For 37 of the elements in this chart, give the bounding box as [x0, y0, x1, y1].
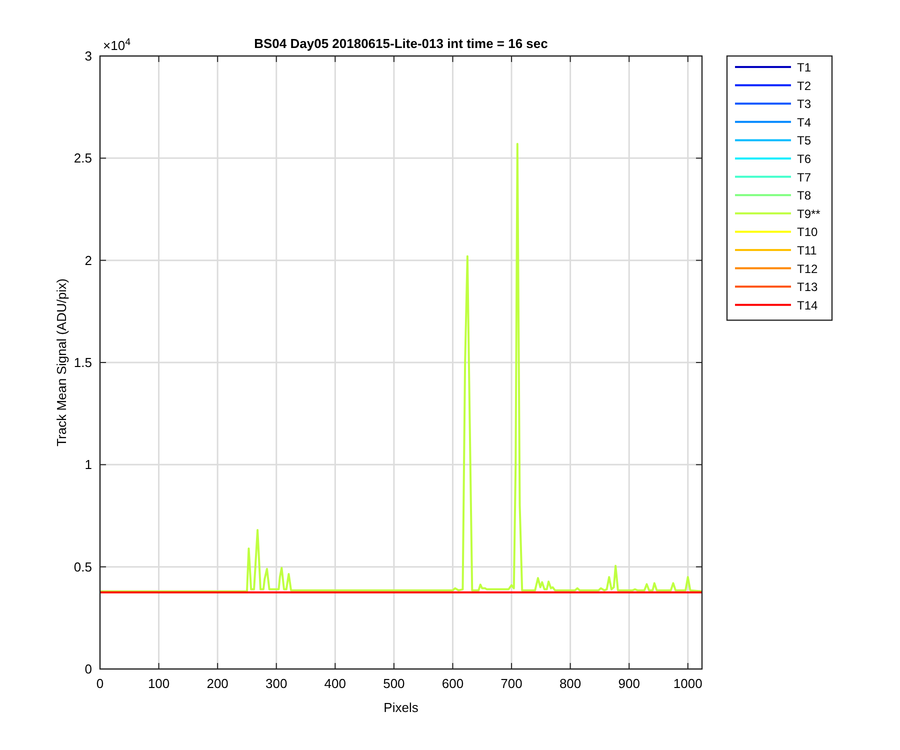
- legend-label: T3: [797, 97, 812, 112]
- x-axis-title: Pixels: [384, 700, 419, 715]
- legend-label: T1: [797, 60, 812, 74]
- x-tick-label: 200: [206, 676, 228, 691]
- legend-label: T2: [797, 78, 812, 93]
- y-tick-label: 1.5: [74, 355, 92, 370]
- legend-label: T6: [797, 152, 812, 166]
- legend-label: T5: [797, 134, 812, 148]
- legend-label: T14: [797, 298, 818, 312]
- x-tick-label: 400: [324, 676, 346, 691]
- x-tick-label: 300: [266, 676, 288, 691]
- x-tick-label: 1000: [673, 676, 702, 691]
- y-axis-title: Track Mean Signal (ADU/pix): [54, 278, 69, 446]
- legend-label: T13: [797, 280, 818, 294]
- legend-label: T8: [797, 188, 812, 203]
- line-series: [100, 142, 702, 592]
- legend-label: T4: [797, 115, 812, 130]
- legend-label: T9**: [797, 206, 821, 221]
- y-tick-label: 0: [84, 662, 92, 676]
- text: ×10$^{4}$: [103, 36, 132, 53]
- x-tick-label: 600: [442, 676, 464, 691]
- legend-label: T11: [797, 244, 818, 258]
- y-tick-label: 1: [84, 457, 92, 472]
- x-tick-label: 700: [500, 676, 522, 691]
- x-tick-label: 100: [148, 676, 170, 691]
- chart-title: BS04 Day05 20180615-Lite-013 int time = 16 sec: [254, 36, 548, 51]
- legend-label: T7: [797, 170, 812, 184]
- y-tick-label: 3: [84, 48, 92, 64]
- y-tick-label: 2.5: [74, 150, 92, 166]
- x-tick-label: 0: [96, 676, 104, 691]
- x-tick-label: 800: [559, 676, 582, 691]
- y-tick-label: 2: [84, 252, 92, 268]
- y-tick-label: 0.5: [74, 559, 92, 574]
- legend-label: T10: [797, 225, 818, 240]
- x-tick-label: 500: [383, 676, 405, 691]
- legend-label: T12: [797, 262, 818, 276]
- x-tick-label: 900: [618, 676, 640, 691]
